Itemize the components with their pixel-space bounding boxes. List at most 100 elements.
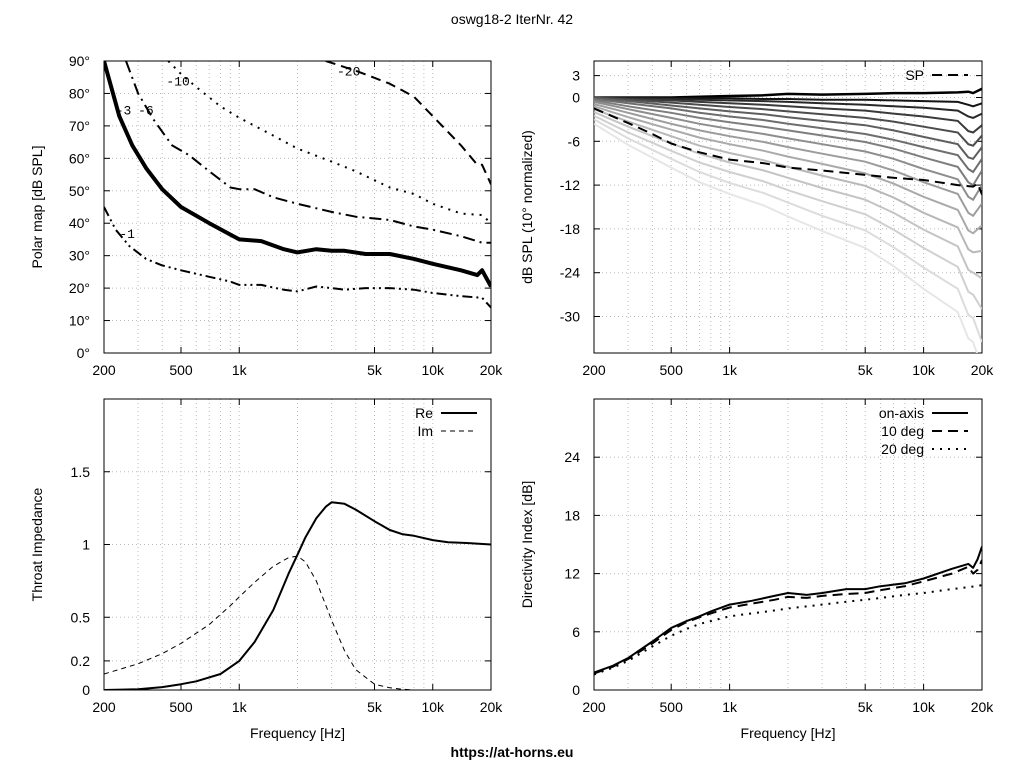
x-axis-label: Frequency [Hz] [741,725,836,741]
y-tick-label: -30 [560,309,580,325]
footer-url: https://at-horns.eu [451,744,574,760]
x-tick-label: 500 [169,699,193,715]
y-tick-label: 0 [572,90,580,106]
y-tick-label: 12 [564,566,580,582]
y-tick-label: -12 [560,177,580,193]
x-tick-label: 10k [912,362,936,378]
x-tick-label: 500 [169,362,193,378]
chart-throat-impedance: 200 500 1k 5k 10k 20k 0 0.2 0.5 1 1.5 Throat Impeda… [29,398,504,741]
legend-label: 10 deg [881,423,924,439]
figure-title: oswg18-2 IterNr. 42 [451,11,573,27]
y-tick-label: -24 [560,265,580,281]
chart-directivity-index: 200 500 1k 5k 10k 20k 0 6 12 18 24 Directivity Inde… [519,398,995,741]
series-line-1 [104,206,491,309]
series-line-10-deg [594,559,982,675]
x-tick-label: 200 [582,362,606,378]
angle-response-line [594,96,982,134]
series-line-20-deg [594,584,982,676]
plot-frame [593,60,983,354]
contour-label: -20 [337,65,360,80]
x-axis-label: Frequency [Hz] [250,725,345,741]
angle-response-line [594,96,982,108]
y-tick-label: 1.5 [71,464,91,480]
angle-response-line [594,96,982,147]
angle-response-line [594,114,982,310]
grid [594,399,982,690]
plot-area [594,87,982,353]
x-tick-label: 5k [858,362,874,378]
y-tick-label: 0.5 [71,609,91,625]
y-tick-label: 80° [69,85,90,101]
y-tick-label: -6 [568,133,581,149]
chart-polar-map: 200 500 1k 5k 10k 20k 0° 10° 20° 30° 40° 50° 60° 70° 8… [29,53,503,378]
y-axis-label: Polar map [dB SPL] [29,146,45,269]
x-tick-label: 200 [92,362,116,378]
x-tick-label: 1k [722,362,738,378]
chart-spl-normalized: 200 500 1k 5k 10k 20k 3 0 -6 -12 -18 -24 -30 dB SPL (… [519,60,995,378]
y-tick-label: 6 [572,624,580,640]
angle-response-line [594,98,982,174]
contour-label: -1 [119,227,135,242]
x-tick-label: 20k [971,699,995,715]
y-tick-label: 30° [69,248,90,264]
y-tick-label: 24 [564,449,580,465]
series-line-10 [167,61,491,224]
grid [104,399,491,690]
legend-label: Im [417,423,433,439]
plot-area [104,61,491,309]
y-tick-label: 0 [572,682,580,698]
x-tick-label: 1k [232,699,248,715]
grid [594,61,982,353]
legend-label: Re [415,405,433,421]
series-line-on-axis [594,546,982,674]
x-tick-label: 10k [421,362,445,378]
x-tick-label: 10k [421,699,445,715]
x-tick-label: 500 [660,699,684,715]
y-tick-label: 10° [69,313,90,329]
angle-response-line [594,96,982,119]
series-line-Im [104,555,491,690]
y-tick-label: 0.2 [71,653,91,669]
series-line-Re [104,501,491,690]
x-tick-label: 20k [480,699,504,715]
y-tick-label: 0 [82,682,90,698]
angle-response-line [594,97,982,160]
y-tick-label: 3 [572,68,580,84]
plot-area [594,546,982,676]
angle-response-line [594,108,982,254]
x-tick-label: 5k [367,699,383,715]
x-tick-label: 5k [858,699,874,715]
contour-label: -3 [116,104,132,119]
x-tick-label: 5k [367,362,383,378]
y-tick-label: 40° [69,215,90,231]
x-tick-label: 500 [660,362,684,378]
contour-label: -10 [166,74,189,89]
y-tick-label: 60° [69,150,90,166]
angle-response-line [594,105,982,235]
y-tick-label: 0° [77,345,90,361]
y-tick-label: -18 [560,221,580,237]
angle-response-line [594,118,982,343]
y-axis-label: Directivity Index [dB] [519,481,535,609]
y-tick-label: 20° [69,280,90,296]
angle-response-line [594,99,982,187]
y-tick-label: 90° [69,53,90,69]
x-tick-label: 200 [582,699,606,715]
y-tick-label: 70° [69,118,90,134]
legend-label: SP [905,67,924,83]
y-tick-label: 50° [69,183,90,199]
x-tick-label: 1k [722,699,738,715]
series-line-3 [104,61,491,288]
y-axis-label: dB SPL (10° normalized) [519,130,535,284]
y-tick-label: 18 [564,507,580,523]
series-line-6 [125,61,491,244]
angle-response-line [594,100,982,202]
legend-label: on-axis [879,405,924,421]
x-tick-label: 200 [92,699,116,715]
plot-frame [593,398,983,691]
x-tick-label: 20k [971,362,995,378]
y-tick-label: 1 [82,537,90,553]
y-axis-label: Throat Impedance [29,487,45,601]
angle-response-line [594,122,978,353]
plot-area [104,501,491,690]
